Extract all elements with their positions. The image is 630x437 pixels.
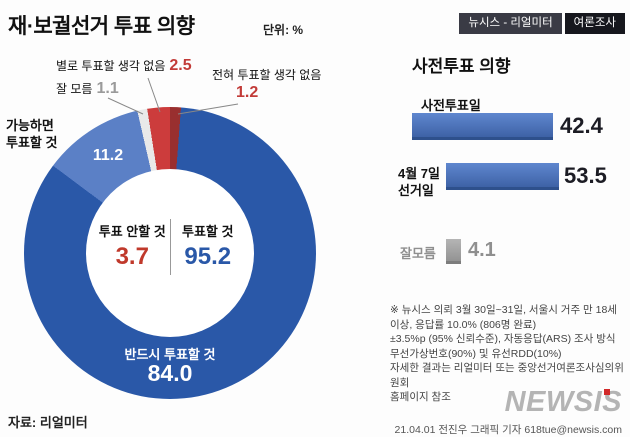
callout-no-mind-value: 2.5 xyxy=(169,57,192,74)
badge-newsis-realmeter: 뉴시스 - 리얼미터 xyxy=(459,13,562,34)
donut-center-summary: 투표 안할 것 3.7 투표할 것 95.2 xyxy=(95,219,245,275)
no-vote-value: 3.7 xyxy=(115,243,149,270)
no-vote-column: 투표 안할 것 3.7 xyxy=(95,219,170,275)
page-title-part1: 재·보궐선거 xyxy=(8,15,109,38)
survey-footnote: ※ 뉴시스 의뢰 3월 30일~31일, 서울시 거주 만 18세 이상, 응답… xyxy=(390,304,624,403)
early-voting-title: 사전투표 의향 xyxy=(412,57,511,76)
callout-no-mind-label: 별로 투표할 생각 없음 xyxy=(56,59,166,73)
bar-value-election-day: 53.5 xyxy=(564,163,607,188)
bar-value-dont-know: 4.1 xyxy=(468,239,496,261)
newsis-logo-text: NEWSIS xyxy=(504,386,622,418)
unit-label: 단위: % xyxy=(263,23,304,37)
callout-if-possible-label: 가능하면 투표할 것 xyxy=(6,118,58,150)
bar-election-day xyxy=(446,163,559,190)
source-label: 자료: 리얼미터 xyxy=(8,415,88,430)
newsis-logo: NEWSIS xyxy=(505,386,622,419)
callout-never-label: 전혀 투표할 생각 없음 xyxy=(212,68,322,82)
credit-line: 21.04.01 전진우 그래픽 기자 618tue@newsis.com xyxy=(394,424,622,436)
segment-definitely-label: 반드시 투표할 것 xyxy=(124,347,216,362)
bar-dont-know xyxy=(446,239,461,264)
callout-never-value: 1.2 xyxy=(236,84,259,101)
callout-no-mind: 별로 투표할 생각 없음 2.5 xyxy=(56,57,192,75)
callout-dont-know-label: 잘 모름 xyxy=(56,82,93,96)
badge-poll-survey: 여론조사 xyxy=(564,13,625,34)
segment-definitely-value: 84.0 xyxy=(147,360,193,386)
yes-vote-label: 투표할 것 xyxy=(182,224,234,239)
header-badges: 뉴시스 - 리얼미터 여론조사 xyxy=(459,13,625,34)
bar-label-election-day: 4월 7일 선거일 xyxy=(398,166,440,198)
bar-early-voting-day xyxy=(412,113,553,140)
newsis-logo-dot xyxy=(603,389,610,395)
bar-label-early-voting-day: 사전투표일 xyxy=(421,98,481,113)
bar-label-dont-know: 잘모름 xyxy=(400,246,436,261)
callout-dont-know: 잘 모름 1.1 xyxy=(56,80,119,98)
yes-vote-column: 투표할 것 95.2 xyxy=(169,219,246,275)
page-title: 재·보궐선거 투표 의향 xyxy=(8,10,195,40)
page-title-part2: 투표 의향 xyxy=(108,15,195,38)
segment-value-if-possible: 11.2 xyxy=(92,147,124,164)
bar-value-early-voting-day: 42.4 xyxy=(560,113,603,138)
yes-vote-value: 95.2 xyxy=(184,243,232,270)
no-vote-label: 투표 안할 것 xyxy=(98,224,166,239)
callout-dont-know-value: 1.1 xyxy=(96,80,119,97)
